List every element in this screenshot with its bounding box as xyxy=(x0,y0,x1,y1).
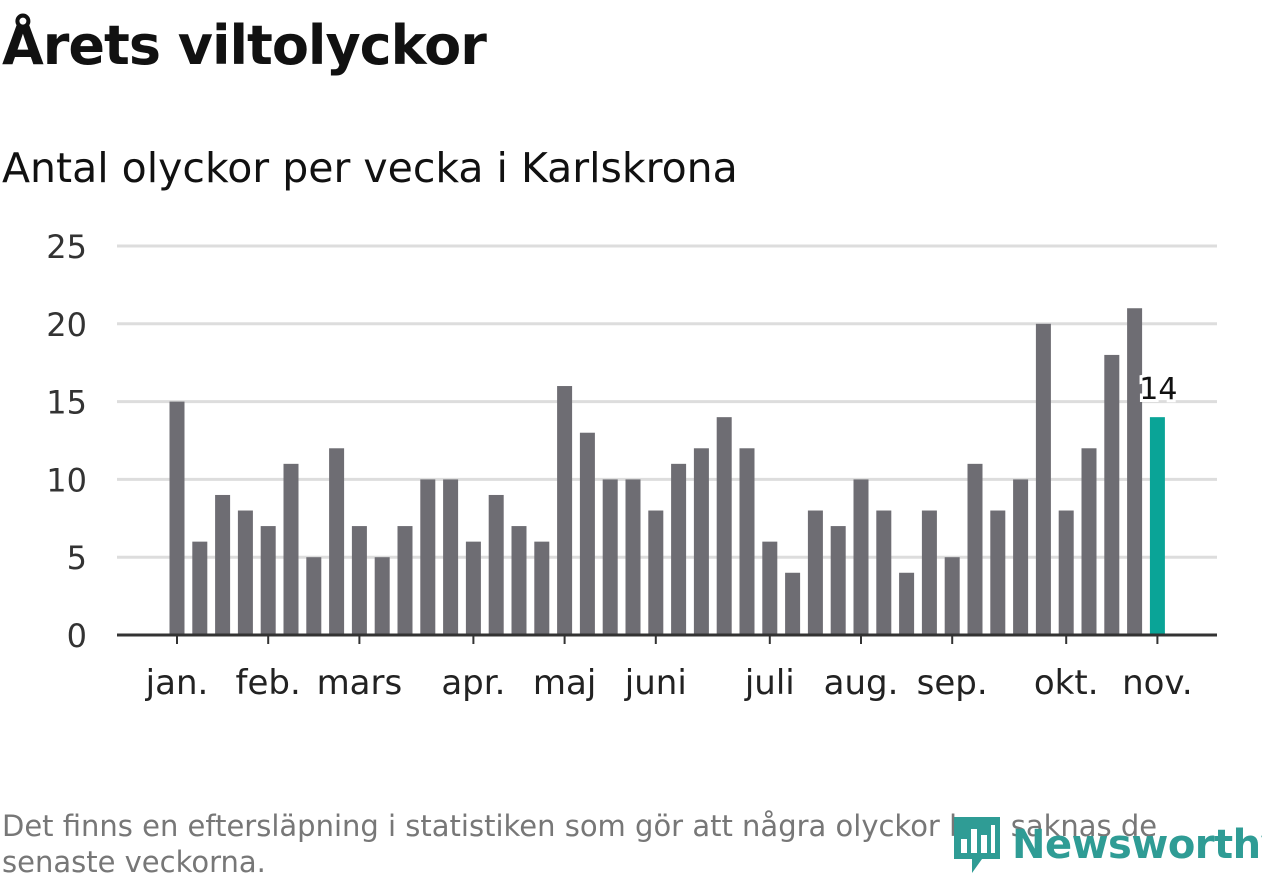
bar xyxy=(602,479,618,635)
x-tick-label: mars xyxy=(317,663,403,703)
x-tick-label: juli xyxy=(744,663,795,703)
x-tick-label: okt. xyxy=(1034,663,1099,703)
bar xyxy=(807,510,823,635)
bar xyxy=(1035,323,1051,635)
bar xyxy=(579,432,595,635)
bar xyxy=(716,417,732,635)
bar xyxy=(1149,417,1165,635)
newsworthy-logo-icon xyxy=(954,817,1000,873)
y-tick-label: 10 xyxy=(46,461,87,499)
y-tick-label: 5 xyxy=(67,539,87,577)
bar xyxy=(967,463,983,635)
bar xyxy=(306,557,322,635)
bar xyxy=(557,386,573,635)
bar xyxy=(283,463,299,635)
bar xyxy=(739,448,755,635)
x-tick-label: sep. xyxy=(917,663,988,703)
bar xyxy=(671,463,687,635)
chart-subtitle: Antal olyckor per vecka i Karlskrona xyxy=(2,144,738,192)
bar xyxy=(397,526,413,635)
bar xyxy=(260,526,276,635)
chart-title: Årets viltolyckor xyxy=(2,14,487,77)
y-tick-label: 25 xyxy=(46,228,87,266)
bar xyxy=(921,510,937,635)
bar xyxy=(648,510,664,635)
bar xyxy=(762,541,778,635)
bar xyxy=(169,401,185,635)
x-tick-label: aug. xyxy=(824,663,899,703)
bar xyxy=(625,479,641,635)
bar xyxy=(693,448,709,635)
bar xyxy=(899,572,915,635)
bar xyxy=(853,479,869,635)
bar xyxy=(443,479,459,635)
bar xyxy=(465,541,481,635)
bar xyxy=(215,494,231,635)
data-label: 14 xyxy=(1139,372,1177,407)
bar xyxy=(511,526,527,635)
bar xyxy=(192,541,208,635)
bar-chart: 0 5 10 15 20 25 jan. feb. mars apr. maj juni juli aug… xyxy=(46,228,1217,703)
bar xyxy=(374,557,390,635)
brand-name: Newsworthy xyxy=(1012,822,1262,868)
x-tick-label: juni xyxy=(624,663,687,703)
bar xyxy=(944,557,960,635)
x-tick-label: maj xyxy=(533,663,596,703)
bar xyxy=(830,526,846,635)
y-tick-label: 20 xyxy=(46,306,87,344)
x-tick-label: feb. xyxy=(236,663,301,703)
bar xyxy=(1058,510,1074,635)
bar xyxy=(785,572,801,635)
bar xyxy=(237,510,253,635)
bar xyxy=(420,479,436,635)
y-tick-label: 15 xyxy=(46,384,87,422)
newsworthy-logo: Newsworthy xyxy=(950,812,1262,878)
x-tick-label: nov. xyxy=(1122,663,1193,703)
bar xyxy=(990,510,1006,635)
bar xyxy=(351,526,367,635)
bar xyxy=(534,541,550,635)
x-tick-label: apr. xyxy=(441,663,505,703)
x-tick-label: jan. xyxy=(145,663,209,703)
bar xyxy=(1013,479,1029,635)
bar xyxy=(1104,354,1120,635)
bar xyxy=(329,448,345,635)
bar xyxy=(1081,448,1097,635)
bar xyxy=(1127,308,1143,635)
y-tick-label: 0 xyxy=(67,617,87,655)
bar xyxy=(876,510,892,635)
bar xyxy=(488,494,504,635)
